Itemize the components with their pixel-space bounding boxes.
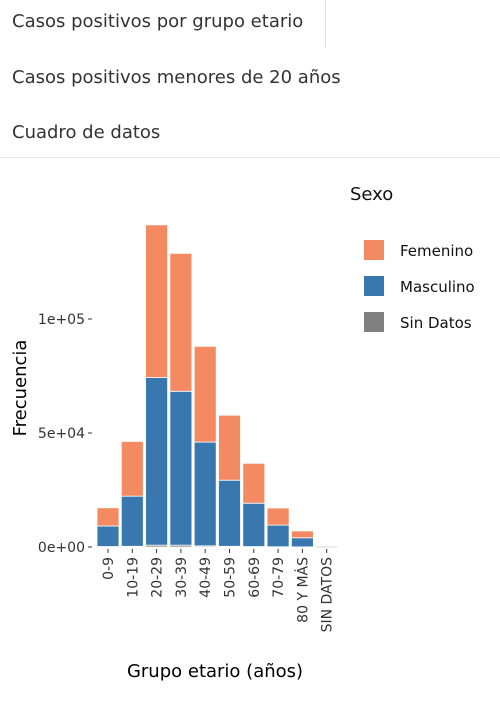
x-tick-label-6: 60-69 xyxy=(247,557,263,598)
bar-femenino-6 xyxy=(242,462,266,504)
y-tick-label-2: 1e+05 xyxy=(38,312,85,328)
x-tick-label-0: 0-9 xyxy=(101,557,117,580)
x-axis-title: Grupo etario (años) xyxy=(127,661,303,682)
x-tick-label-3: 30-39 xyxy=(174,557,190,598)
legend-title: Sexo xyxy=(350,184,393,205)
bar-masculino-1 xyxy=(120,495,144,547)
x-axis: 0-9 10-19 20-29 30-39 40-49 50-59 60-69 70-79 80… xyxy=(101,549,336,632)
legend-label-masculino: Masculino xyxy=(400,278,475,296)
bar-masculino-4 xyxy=(193,441,217,547)
bar-femenino-1 xyxy=(120,441,144,497)
bar-masculino-3 xyxy=(169,390,193,546)
legend-swatch-masculino xyxy=(364,276,384,296)
legend-label-sin-datos: Sin Datos xyxy=(400,314,472,332)
tab-cuadro-de-datos[interactable]: Cuadro de datos xyxy=(12,122,161,143)
y-tick-label-0: 0e+00 xyxy=(38,540,85,556)
x-tick-label-2: 20-29 xyxy=(150,557,166,598)
y-axis-title: Frecuencia xyxy=(10,340,31,437)
bar-masculino-2 xyxy=(145,377,169,546)
bar-femenino-7 xyxy=(266,507,290,526)
x-tick-label-4: 40-49 xyxy=(198,557,214,598)
x-tick-label-8: 80 Y MÁS xyxy=(294,557,311,623)
bar-masculino-0 xyxy=(96,525,120,547)
bar-femenino-0 xyxy=(96,507,120,527)
bar-femenino-8 xyxy=(290,530,314,539)
x-tick-label-7: 70-79 xyxy=(271,557,287,598)
x-tick-label-5: 50-59 xyxy=(223,557,239,598)
tabs-divider xyxy=(0,157,500,158)
plot-area xyxy=(96,224,338,548)
y-tick-label-1: 5e+04 xyxy=(38,426,85,442)
legend-swatch-femenino xyxy=(364,240,384,260)
legend-swatch-sin-datos xyxy=(364,312,384,332)
tab-separator xyxy=(325,0,326,48)
bar-femenino-2 xyxy=(145,224,169,378)
x-tick-label-1: 10-19 xyxy=(125,557,141,598)
bar-chart: 0e+00 5e+04 1e+05 0-9 10-19 20-29 30-39 40-49 5… xyxy=(10,184,475,682)
tab-casos-menores-20[interactable]: Casos positivos menores de 20 años xyxy=(12,67,341,88)
x-tick-label-9: SIN DATOS xyxy=(320,557,336,633)
y-axis: 0e+00 5e+04 1e+05 xyxy=(38,312,92,556)
bar-masculino-6 xyxy=(242,502,266,547)
bar-femenino-5 xyxy=(218,414,241,481)
tab-casos-por-grupo-etario[interactable]: Casos positivos por grupo etario xyxy=(12,11,304,32)
bar-femenino-4 xyxy=(193,345,217,443)
legend: Sexo Femenino Masculino Sin Datos xyxy=(350,184,475,332)
legend-label-femenino: Femenino xyxy=(400,242,473,260)
bar-femenino-3 xyxy=(169,252,193,392)
bar-masculino-8 xyxy=(290,537,314,548)
bar-masculino-5 xyxy=(218,479,241,547)
bar-masculino-7 xyxy=(266,524,290,548)
